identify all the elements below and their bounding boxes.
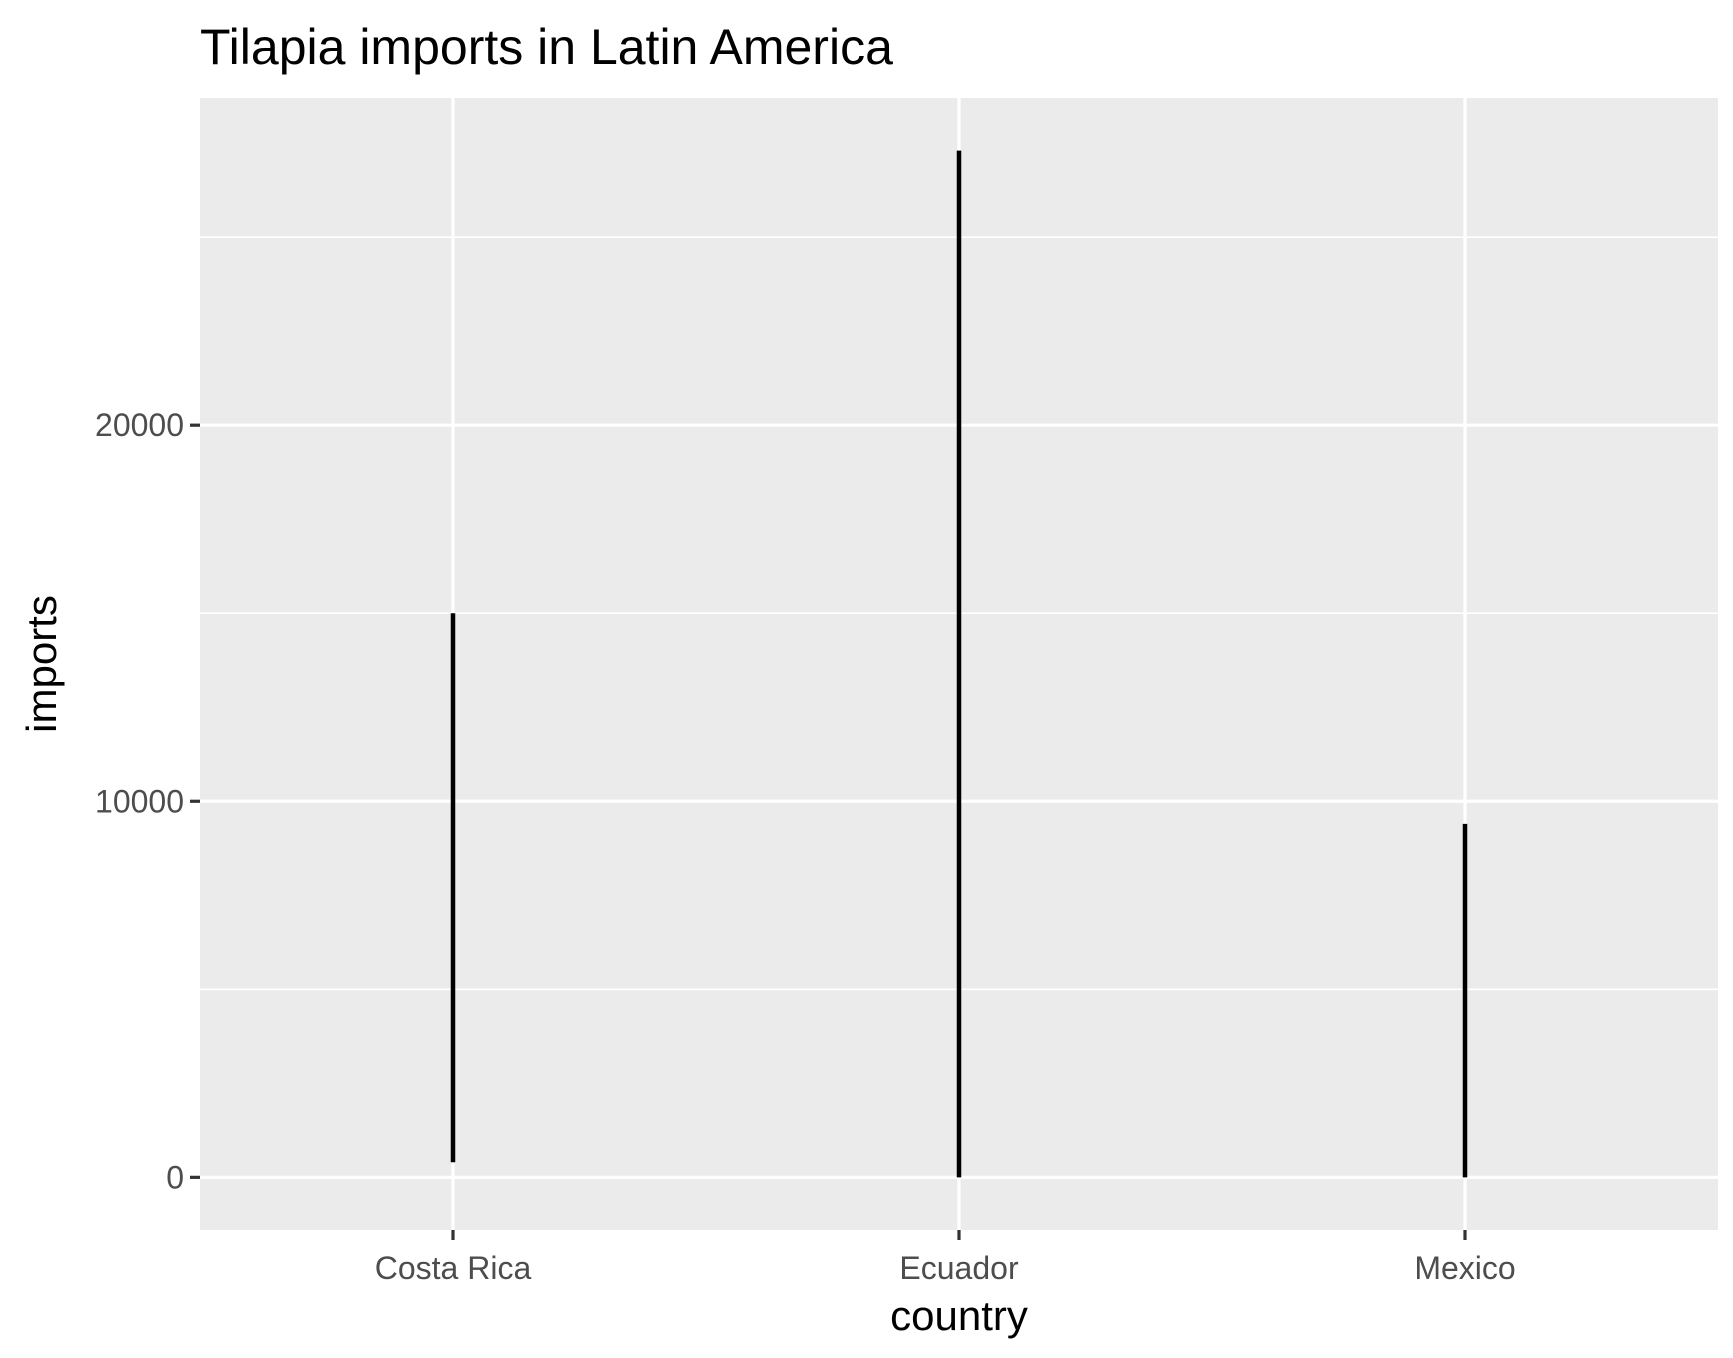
- line-ranges: [450, 150, 1468, 1178]
- x-tick-label: Ecuador: [899, 1250, 1019, 1286]
- y-tick-label: 0: [166, 1159, 184, 1195]
- x-tick-label: Costa Rica: [375, 1250, 532, 1286]
- y-axis-title: imports: [18, 595, 65, 733]
- x-tick-label: Mexico: [1414, 1250, 1515, 1286]
- y-tick-label: 20000: [95, 407, 184, 443]
- x-axis-title: country: [890, 1292, 1028, 1339]
- y-tick-label: 10000: [95, 783, 184, 819]
- x-axis: Costa Rica Ecuador Mexico: [375, 1230, 1516, 1286]
- y-axis: 0 10000 20000: [95, 407, 200, 1195]
- chart-title: Tilapia imports in Latin America: [200, 19, 893, 75]
